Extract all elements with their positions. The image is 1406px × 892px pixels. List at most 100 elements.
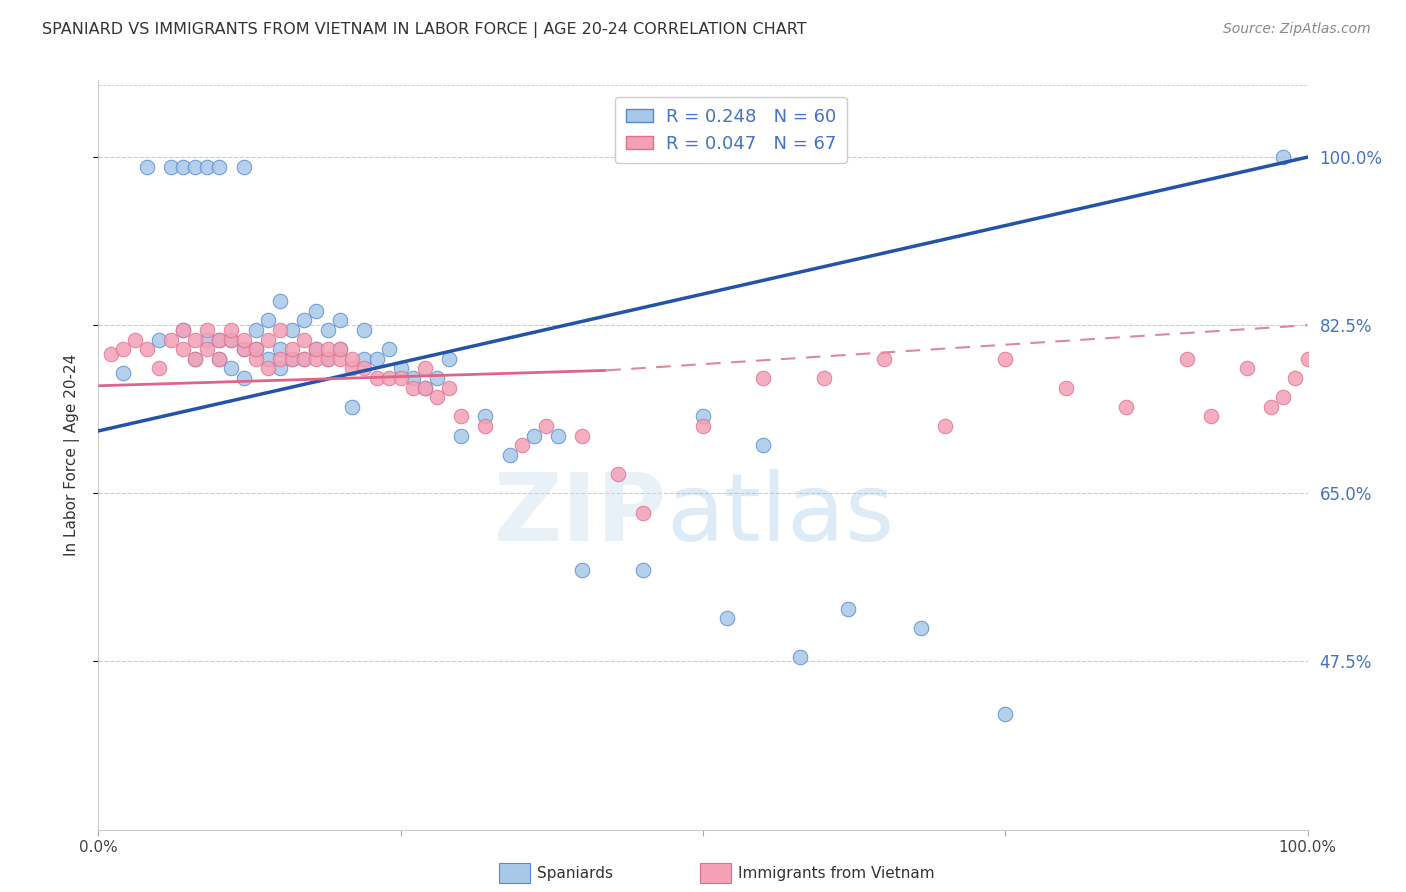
Point [305, 343, 328, 357]
Point [329, 343, 352, 357]
Point [353, 361, 375, 376]
Point [208, 351, 231, 366]
Point [437, 351, 460, 366]
Point [269, 343, 291, 357]
Point [1199, 409, 1222, 424]
Point [329, 313, 352, 327]
Point [1054, 381, 1077, 395]
Point [281, 351, 304, 366]
Point [607, 467, 630, 482]
Point [292, 351, 315, 366]
Point [292, 313, 315, 327]
Point [413, 381, 436, 395]
Point [402, 371, 425, 385]
Point [426, 371, 449, 385]
Point [172, 323, 194, 337]
Point [195, 333, 218, 347]
Point [377, 371, 399, 385]
Point [208, 160, 231, 174]
Point [413, 381, 436, 395]
Point [474, 409, 496, 424]
Point [111, 366, 134, 380]
Point [292, 333, 315, 347]
Text: SPANIARD VS IMMIGRANTS FROM VIETNAM IN LABOR FORCE | AGE 20-24 CORRELATION CHART: SPANIARD VS IMMIGRANTS FROM VIETNAM IN L… [42, 22, 807, 38]
Point [148, 361, 170, 376]
Point [269, 294, 291, 309]
Point [789, 649, 811, 664]
Point [353, 323, 375, 337]
Point [1296, 351, 1319, 366]
Point [402, 381, 425, 395]
Point [571, 563, 593, 577]
Point [342, 361, 364, 376]
Point [100, 347, 122, 361]
Point [571, 428, 593, 442]
Point [837, 601, 859, 615]
Point [208, 333, 231, 347]
Point [994, 707, 1017, 722]
Point [232, 343, 254, 357]
Point [305, 303, 328, 318]
Point [184, 351, 207, 366]
Point [510, 438, 533, 452]
Point [195, 343, 218, 357]
Point [353, 351, 375, 366]
Point [232, 160, 254, 174]
Point [534, 419, 557, 434]
Point [208, 351, 231, 366]
Point [1260, 400, 1282, 414]
Point [523, 428, 546, 442]
Point [366, 351, 388, 366]
Text: Source: ZipAtlas.com: Source: ZipAtlas.com [1223, 22, 1371, 37]
Point [245, 351, 267, 366]
Point [245, 343, 267, 357]
Point [377, 343, 399, 357]
Point [221, 333, 243, 347]
Point [342, 351, 364, 366]
Point [160, 160, 183, 174]
Point [934, 419, 956, 434]
Point [256, 313, 278, 327]
Point [437, 381, 460, 395]
Point [692, 419, 714, 434]
Point [256, 351, 278, 366]
Point [631, 506, 654, 520]
Point [221, 323, 243, 337]
Point [1272, 150, 1295, 164]
Point [366, 371, 388, 385]
Point [232, 333, 254, 347]
Point [1115, 400, 1137, 414]
Point [135, 343, 157, 357]
Point [245, 343, 267, 357]
Point [1272, 390, 1295, 404]
Point [305, 351, 328, 366]
Point [450, 428, 472, 442]
Point [813, 371, 835, 385]
Point [172, 160, 194, 174]
Point [342, 400, 364, 414]
Point [256, 361, 278, 376]
Point [716, 611, 738, 625]
Text: Immigrants from Vietnam: Immigrants from Vietnam [738, 866, 935, 880]
Point [221, 361, 243, 376]
Point [994, 351, 1017, 366]
Point [316, 343, 339, 357]
Point [269, 361, 291, 376]
Point [269, 351, 291, 366]
Point [184, 351, 207, 366]
Point [184, 333, 207, 347]
Point [184, 160, 207, 174]
Point [124, 333, 146, 347]
Point [195, 160, 218, 174]
Point [316, 351, 339, 366]
Point [752, 371, 775, 385]
Point [389, 361, 412, 376]
Point [910, 621, 932, 635]
Text: ZIP: ZIP [494, 469, 666, 561]
Point [450, 409, 472, 424]
Point [413, 361, 436, 376]
Point [873, 351, 896, 366]
Point [316, 323, 339, 337]
Point [547, 428, 569, 442]
Point [256, 333, 278, 347]
